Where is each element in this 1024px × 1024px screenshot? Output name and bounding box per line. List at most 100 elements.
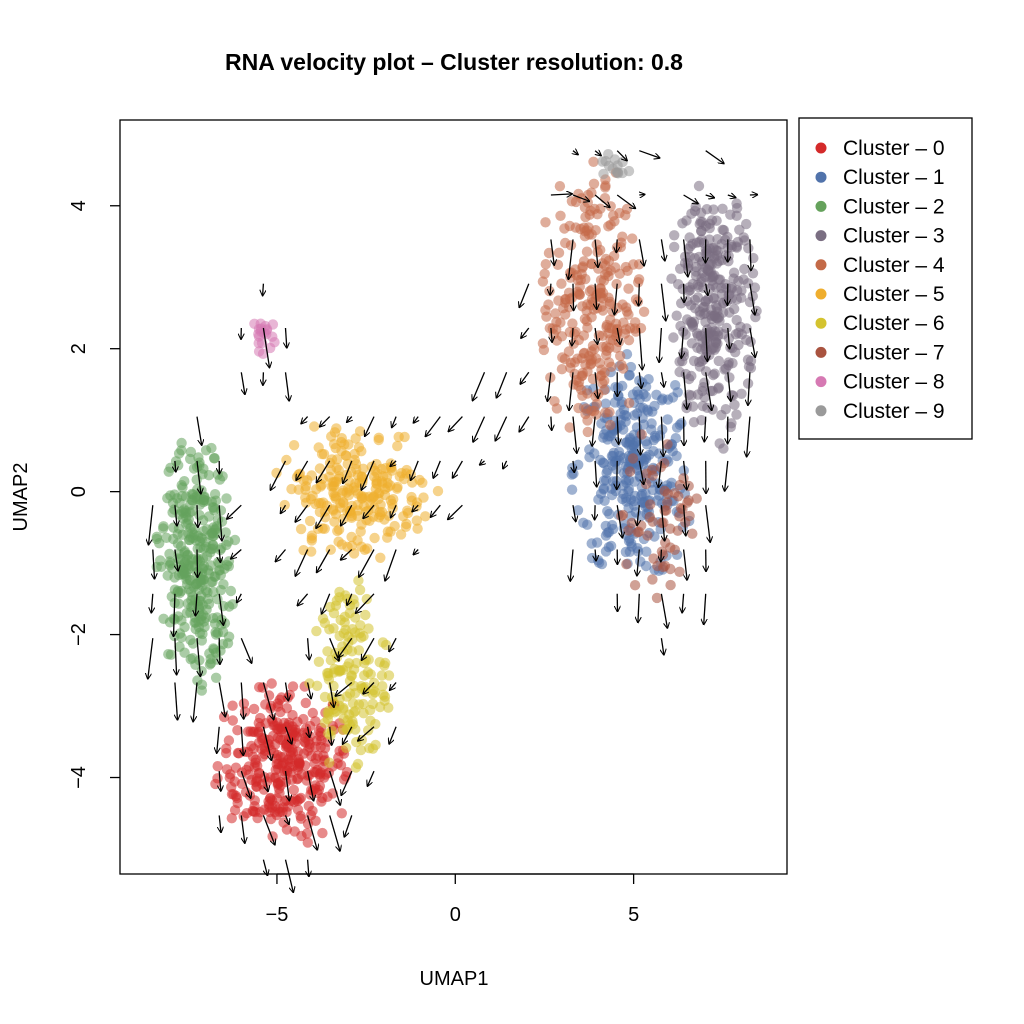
velocity-arrow <box>681 327 683 358</box>
velocity-arrow <box>705 505 711 542</box>
data-point <box>295 523 307 535</box>
data-point <box>229 805 241 816</box>
data-point <box>223 536 234 547</box>
velocity-arrow <box>660 593 667 628</box>
data-point <box>728 267 740 278</box>
data-point <box>223 631 235 642</box>
data-point <box>271 467 282 479</box>
data-point <box>288 440 300 451</box>
velocity-arrow <box>219 771 221 791</box>
data-point <box>586 405 597 417</box>
data-point <box>319 523 330 534</box>
data-point <box>673 491 684 502</box>
data-point <box>544 323 555 334</box>
data-point <box>613 446 625 458</box>
data-point <box>380 639 392 651</box>
data-point <box>603 292 614 303</box>
data-point <box>590 391 601 402</box>
data-point <box>620 546 632 558</box>
data-point <box>708 369 719 381</box>
data-point <box>392 440 403 452</box>
data-point <box>215 505 227 516</box>
data-point <box>630 294 642 305</box>
data-point <box>556 364 568 375</box>
data-point <box>337 485 349 496</box>
data-point <box>174 628 186 639</box>
data-point <box>368 502 380 513</box>
data-point <box>611 464 622 475</box>
data-point <box>724 372 735 383</box>
data-point <box>578 517 589 528</box>
velocity-arrow <box>519 416 530 432</box>
velocity-arrow <box>297 593 309 606</box>
data-point <box>633 277 644 288</box>
velocity-arrow <box>747 416 751 457</box>
x-tick-label: 5 <box>628 904 639 926</box>
data-point <box>265 813 277 825</box>
data-point <box>565 272 576 283</box>
data-point <box>640 560 652 572</box>
velocity-arrow <box>295 549 309 577</box>
data-point <box>594 357 605 369</box>
data-point <box>306 533 317 544</box>
velocity-arrow <box>572 194 590 201</box>
data-point <box>181 607 192 619</box>
legend-swatch <box>815 259 827 271</box>
data-point <box>638 419 649 430</box>
y-tick-label: 0 <box>68 486 90 497</box>
velocity-arrow <box>240 770 250 798</box>
velocity-arrow <box>521 327 530 338</box>
data-point <box>674 479 686 491</box>
data-point <box>307 707 318 719</box>
data-point <box>539 268 550 279</box>
velocity-arrow <box>684 283 685 303</box>
data-point <box>371 478 382 490</box>
data-point <box>588 156 599 167</box>
data-point <box>725 209 736 220</box>
data-point <box>610 262 621 273</box>
data-point <box>569 357 580 368</box>
data-point <box>185 586 197 598</box>
velocity-arrow <box>661 549 662 562</box>
velocity-arrow <box>550 194 572 195</box>
data-point <box>381 471 393 482</box>
velocity-arrow <box>356 593 375 614</box>
data-point <box>689 253 700 264</box>
data-point <box>721 322 732 334</box>
velocity-arrow <box>431 504 441 517</box>
velocity-arrow <box>329 770 341 805</box>
velocity-arrow <box>551 239 554 265</box>
data-point <box>665 542 676 553</box>
velocity-arrow <box>219 638 220 664</box>
data-point <box>283 761 295 773</box>
data-point <box>173 598 184 609</box>
legend-swatch <box>815 346 827 358</box>
velocity-arrow <box>306 770 314 801</box>
y-axis-title: UMAP2 <box>10 463 32 532</box>
data-point <box>711 245 722 256</box>
velocity-arrow <box>704 593 706 625</box>
data-point <box>223 735 235 746</box>
velocity-arrow <box>684 460 687 490</box>
data-point <box>591 537 603 548</box>
data-point <box>731 198 742 209</box>
data-point <box>636 429 647 440</box>
data-point <box>682 497 693 508</box>
data-point <box>210 627 221 638</box>
velocity-arrow <box>175 549 178 572</box>
data-point <box>674 566 685 577</box>
data-point <box>612 167 623 178</box>
data-point <box>203 511 215 522</box>
data-point <box>566 484 578 495</box>
data-point <box>218 600 229 612</box>
data-point <box>621 477 632 488</box>
data-point <box>280 776 292 788</box>
velocity-arrow <box>638 239 644 266</box>
data-point <box>295 810 306 822</box>
velocity-arrow <box>661 638 664 655</box>
data-point <box>173 611 184 622</box>
data-point <box>598 168 609 180</box>
data-point <box>624 434 636 445</box>
data-point <box>691 493 702 504</box>
